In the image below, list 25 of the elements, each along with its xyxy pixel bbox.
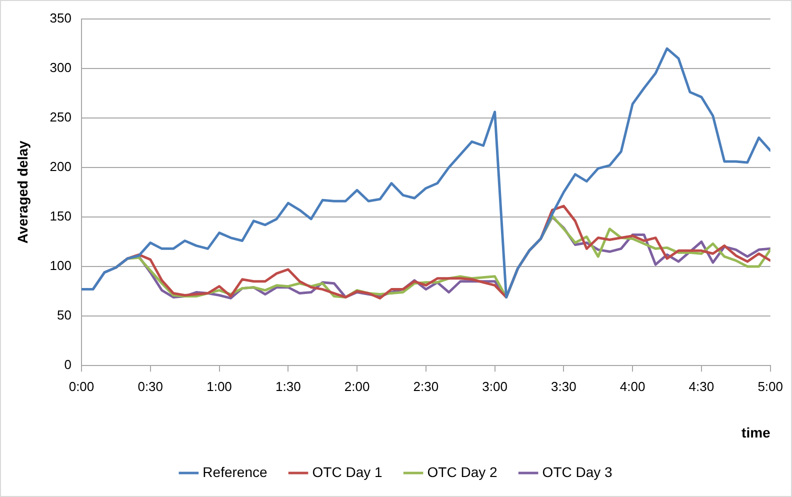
x-tick-label: 5:00 — [758, 378, 784, 394]
legend-label: OTC Day 3 — [542, 464, 613, 480]
y-tick-label: 200 — [50, 159, 72, 174]
legend-label: OTC Day 2 — [427, 464, 498, 480]
y-tick-label: 250 — [50, 109, 72, 124]
y-axis-title: Averaged delay — [14, 140, 30, 244]
x-tick-label: 1:00 — [206, 378, 232, 394]
x-tick-label: 4:00 — [620, 378, 646, 394]
x-tick-label: 0:30 — [138, 378, 164, 394]
x-tick-label: 2:00 — [344, 378, 370, 394]
y-tick-label: 150 — [50, 208, 72, 224]
x-tick-label: 3:30 — [551, 378, 576, 394]
y-tick-label: 350 — [50, 10, 72, 26]
y-tick-label: 50 — [57, 308, 72, 323]
x-tick-label: 3:00 — [482, 378, 508, 394]
x-tick-label: 0:00 — [68, 378, 94, 394]
x-tick-label: 1:30 — [275, 378, 301, 394]
x-axis-title: time — [742, 424, 771, 440]
x-tick-label: 2:30 — [413, 378, 439, 394]
y-tick-label: 300 — [50, 60, 72, 75]
x-tick-label: 4:30 — [688, 378, 714, 394]
y-tick-label: 0 — [64, 357, 72, 372]
y-tick-label: 100 — [50, 258, 72, 274]
legend-label: Reference — [202, 464, 268, 480]
legend-label: OTC Day 1 — [312, 464, 383, 480]
